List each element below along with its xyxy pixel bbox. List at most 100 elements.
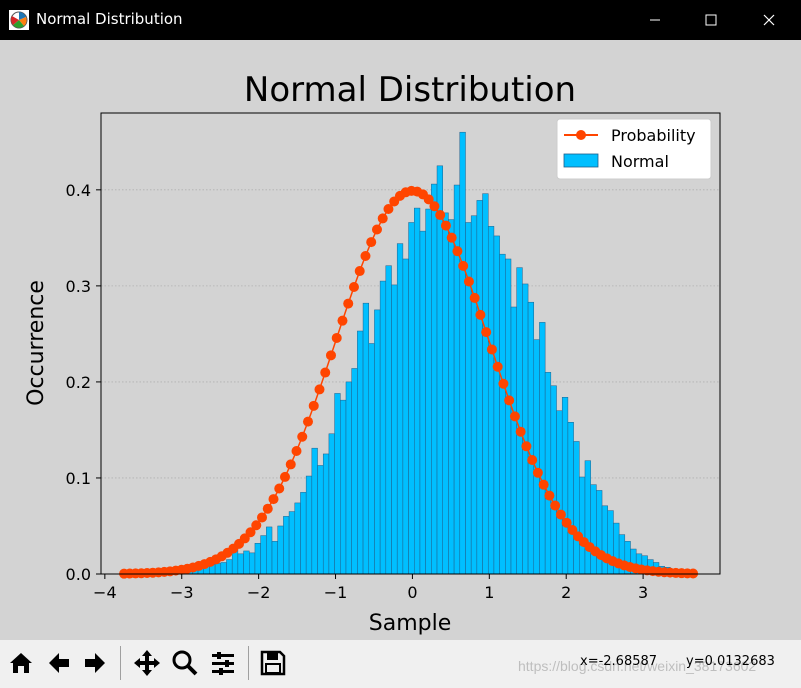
probability-point — [555, 509, 566, 520]
probability-point — [486, 344, 497, 355]
configure-subplots-button[interactable] — [206, 645, 240, 681]
histogram-bar — [527, 301, 535, 575]
probability-point — [280, 471, 291, 482]
x-tick-label: 3 — [638, 583, 648, 602]
histogram-bar — [243, 550, 250, 575]
maximize-icon — [705, 14, 717, 26]
watermark: https://blog.csdn.net/weixin_38173602 — [518, 658, 757, 674]
plot-area-frame — [100, 112, 721, 575]
histogram-bar — [391, 284, 398, 575]
forward-arrow-icon — [85, 653, 105, 673]
probability-point — [377, 213, 388, 224]
y-tick-label: 0.2 — [66, 373, 91, 392]
histogram-bar — [442, 212, 449, 575]
histogram-bar — [556, 410, 563, 575]
probability-point — [498, 378, 509, 389]
probability-point — [354, 266, 365, 277]
histogram-bar — [487, 226, 495, 575]
probability-point — [423, 194, 434, 205]
histogram-bar — [334, 393, 341, 575]
home-button[interactable] — [4, 645, 38, 681]
histogram-bar — [374, 309, 381, 575]
histogram-bar — [550, 385, 557, 575]
histogram-bar — [328, 433, 335, 575]
x-axis-label: Sample — [369, 611, 452, 636]
probability-point — [504, 395, 515, 406]
pan-button[interactable] — [130, 645, 164, 681]
zoom-icon — [172, 650, 198, 676]
toolbar-separator — [248, 646, 249, 680]
histogram-bar — [510, 306, 517, 575]
probability-point — [360, 251, 371, 262]
x-coordinate-readout: x=-2.68587 — [580, 654, 658, 669]
histogram-bars — [123, 131, 694, 575]
probability-point — [567, 524, 578, 535]
histogram-bar — [499, 253, 506, 575]
probability-point — [291, 446, 302, 457]
home-icon — [10, 653, 32, 673]
matplotlib-icon — [9, 10, 29, 30]
probability-point — [245, 527, 256, 538]
axis-ticks: −4 −3 −2 −1 0 1 2 3 0.0 0.1 0.2 0.3 0.4 — [66, 181, 649, 602]
probability-point — [302, 416, 313, 427]
histogram-bar — [579, 476, 586, 575]
histogram-bar — [431, 183, 438, 575]
histogram-bar — [402, 258, 409, 575]
histogram-bar — [311, 447, 318, 575]
probability-point — [285, 459, 296, 470]
probability-point — [297, 431, 308, 442]
histogram-bar — [226, 559, 233, 575]
histogram-bar — [408, 222, 415, 575]
minimize-button[interactable] — [631, 0, 679, 40]
y-tick-label: 0.1 — [66, 469, 91, 488]
histogram-bar — [573, 441, 580, 575]
probability-point — [515, 426, 526, 437]
histogram-bar — [601, 505, 608, 575]
probability-point — [532, 467, 543, 478]
x-tick-label: 0 — [407, 583, 417, 602]
histogram-bar — [351, 368, 358, 575]
probability-point — [325, 350, 336, 361]
save-button[interactable] — [256, 645, 290, 681]
histogram-bar — [385, 265, 392, 575]
y-tick-label: 0.4 — [66, 181, 91, 200]
probability-point — [308, 400, 319, 411]
title-bar[interactable]: Normal Distribution — [0, 0, 801, 40]
histogram-bar — [288, 511, 296, 575]
chart: Normal Distribution −4 −3 −2 −1 0 1 2 3 0.0 0.1 0.… — [24, 70, 721, 636]
zoom-button[interactable] — [168, 645, 202, 681]
histogram-bar — [368, 343, 375, 575]
forward-button[interactable] — [78, 645, 112, 681]
y-coordinate-readout: y=0.0132683 — [686, 654, 775, 669]
maximize-button[interactable] — [687, 0, 735, 40]
probability-point — [320, 367, 331, 378]
histogram-bar — [476, 200, 483, 575]
probability-point — [492, 361, 503, 372]
probability-point — [544, 490, 555, 501]
histogram-bar — [214, 563, 222, 575]
back-arrow-icon — [49, 653, 69, 673]
probability-point — [371, 224, 382, 235]
histogram-bar — [516, 267, 523, 575]
histogram-bar — [459, 131, 466, 575]
histogram-bar — [470, 215, 478, 575]
y-tick-label: 0.0 — [66, 565, 91, 584]
histogram-bar — [482, 193, 489, 575]
back-button[interactable] — [42, 645, 76, 681]
probability-point — [475, 309, 486, 320]
probability-point — [550, 500, 561, 511]
probability-point — [366, 237, 377, 248]
probability-point — [463, 276, 474, 287]
histogram-bar — [220, 562, 227, 575]
probability-point — [509, 411, 520, 422]
close-button[interactable] — [745, 0, 793, 40]
window-title: Normal Distribution — [36, 10, 183, 28]
histogram-bar — [561, 397, 569, 575]
probability-point — [314, 384, 325, 395]
histogram-bar — [305, 475, 313, 575]
histogram-bar — [567, 422, 574, 575]
probability-point — [331, 332, 342, 343]
figure-canvas[interactable]: Normal Distribution −4 −3 −2 −1 0 1 2 3 0.0 0.1 0.… — [0, 40, 801, 640]
probability-point — [348, 281, 359, 292]
